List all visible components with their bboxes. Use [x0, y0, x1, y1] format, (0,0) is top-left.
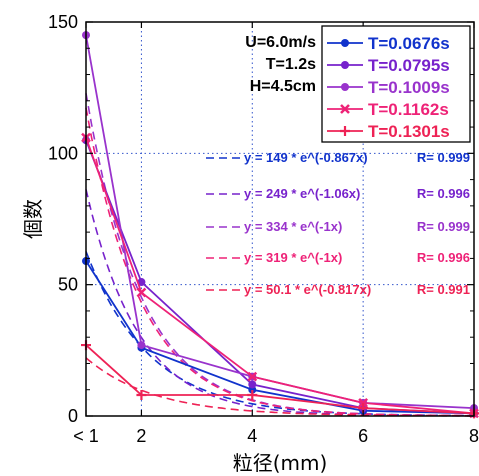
x-tick-label: < 1: [73, 426, 99, 446]
param-text: T=1.2s: [266, 56, 316, 73]
param-text: H=4.5cm: [250, 78, 316, 95]
data-point: [247, 389, 258, 400]
legend-label: T=0.0795s: [368, 56, 450, 75]
data-point: [137, 341, 146, 350]
fit-r-value: R= 0.996: [417, 186, 470, 201]
legend-marker: [341, 83, 349, 91]
y-axis-title: 個数: [21, 199, 45, 239]
fit-equation: y = 319 * e^(-1x): [244, 250, 342, 265]
y-tick-label: 0: [68, 406, 78, 426]
legend-marker: [340, 104, 350, 114]
series-line-2: [85, 139, 475, 415]
y-tick-label: 150: [48, 12, 78, 32]
x-tick-label: 2: [136, 426, 146, 446]
legend-label: T=0.1009s: [368, 78, 450, 97]
legend-marker: [340, 126, 350, 136]
fit-curve-2: [85, 189, 474, 417]
legend-label: T=0.0676s: [368, 34, 450, 53]
gridlines: [86, 22, 474, 416]
series-line-5: [85, 344, 475, 415]
fit-r-value: R= 0.996: [417, 250, 470, 265]
legend-label: T=0.1301s: [368, 122, 450, 141]
fit-annotations: y = 149 * e^(-0.867x) R= 0.999 y = 249 * e…: [206, 150, 470, 297]
data-point: [247, 371, 258, 382]
fit-curve-4: [85, 107, 474, 417]
fit-equation: y = 334 * e^(-1x): [244, 219, 342, 234]
series-line-4: [85, 137, 475, 415]
fit-equation: y = 50.1 * e^(-0.817x): [244, 282, 371, 297]
series-2: [82, 136, 478, 418]
y-tick-label: 50: [58, 275, 78, 295]
x-tick-label: 8: [469, 426, 479, 446]
fit-curves: [85, 93, 474, 417]
x-tick-label: 6: [358, 426, 368, 446]
fit-r-value: R= 0.991: [417, 282, 470, 297]
fit-r-value: R= 0.999: [417, 150, 470, 165]
fit-equation: y = 249 * e^(-1.06x): [244, 186, 360, 201]
data-point: [137, 278, 146, 287]
data-point: [136, 287, 147, 298]
legend-label: T=0.1162s: [368, 100, 449, 119]
data-point: [358, 397, 369, 408]
legend-marker: [341, 61, 349, 69]
x-axis-title: 粒径(mm): [233, 451, 328, 475]
param-text: U=6.0m/s: [245, 34, 316, 51]
x-tick-label: 4: [247, 426, 257, 446]
data-point: [248, 380, 257, 389]
fit-r-value: R= 0.999: [417, 219, 470, 234]
data-point: [136, 389, 147, 400]
fit-equation: y = 149 * e^(-0.867x): [244, 150, 368, 165]
y-tick-label: 100: [48, 143, 78, 163]
plot-frame: [85, 21, 475, 417]
legend-marker: [341, 39, 349, 47]
legend: T=0.0676s T=0.0795s T=0.1009s T=0.1162s T=0.…: [321, 25, 471, 143]
